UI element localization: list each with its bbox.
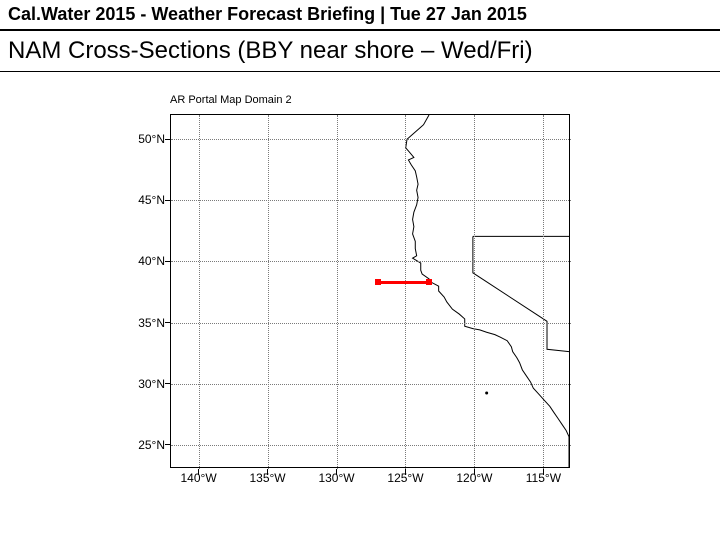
gridline-horizontal bbox=[171, 139, 571, 140]
coastline-svg bbox=[171, 115, 569, 467]
x-tick-label: 140°W bbox=[181, 467, 217, 485]
briefing-header-text: Cal.Water 2015 - Weather Forecast Briefi… bbox=[8, 4, 527, 24]
gridline-vertical bbox=[337, 115, 338, 469]
y-tick-label: 30°N bbox=[138, 377, 171, 391]
map-chart: AR Portal Map Domain 2 140°W135°W130°W12… bbox=[120, 92, 600, 492]
gridline-vertical bbox=[474, 115, 475, 469]
gridline-horizontal bbox=[171, 323, 571, 324]
y-tick-label: 25°N bbox=[138, 438, 171, 452]
cross-section-endpoint bbox=[375, 279, 381, 285]
gridline-horizontal bbox=[171, 384, 571, 385]
slide-title: NAM Cross-Sections (BBY near shore – Wed… bbox=[8, 37, 533, 64]
y-tick-label: 50°N bbox=[138, 132, 171, 146]
y-tick-label: 45°N bbox=[138, 193, 171, 207]
gridline-vertical bbox=[543, 115, 544, 469]
gridline-horizontal bbox=[171, 261, 571, 262]
gridline-horizontal bbox=[171, 445, 571, 446]
x-tick-label: 135°W bbox=[249, 467, 285, 485]
cross-section-endpoint bbox=[426, 279, 432, 285]
y-tick-label: 40°N bbox=[138, 254, 171, 268]
y-tick-label: 35°N bbox=[138, 316, 171, 330]
x-tick-label: 125°W bbox=[387, 467, 423, 485]
chart-container: AR Portal Map Domain 2 140°W135°W130°W12… bbox=[0, 72, 720, 492]
gridline-vertical bbox=[268, 115, 269, 469]
x-tick-label: 130°W bbox=[318, 467, 354, 485]
cross-section-line bbox=[378, 281, 429, 284]
slide-title-row: NAM Cross-Sections (BBY near shore – Wed… bbox=[0, 31, 720, 72]
briefing-header: Cal.Water 2015 - Weather Forecast Briefi… bbox=[0, 0, 720, 31]
x-tick-label: 120°W bbox=[456, 467, 492, 485]
map-plot-area: 140°W135°W130°W125°W120°W115°W50°N45°N40… bbox=[170, 114, 570, 468]
gridline-vertical bbox=[199, 115, 200, 469]
x-tick-label: 115°W bbox=[526, 467, 561, 485]
gridline-vertical bbox=[405, 115, 406, 469]
map-chart-title: AR Portal Map Domain 2 bbox=[170, 94, 292, 106]
gridline-horizontal bbox=[171, 200, 571, 201]
